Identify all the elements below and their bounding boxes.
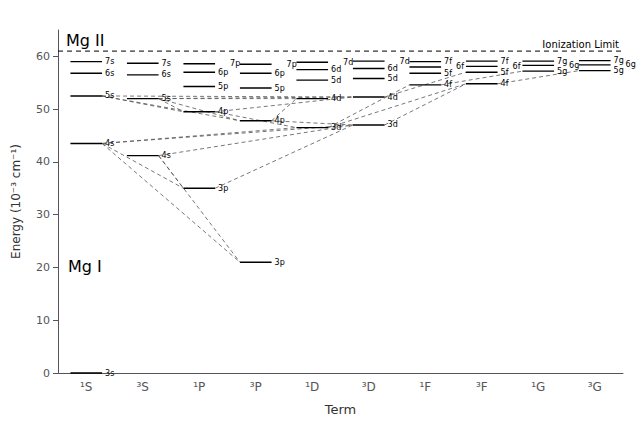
svg-text:Ionization Limit: Ionization Limit	[542, 39, 619, 50]
svg-text:5p: 5p	[218, 82, 228, 91]
svg-text:30: 30	[36, 208, 50, 221]
svg-text:6d: 6d	[331, 65, 341, 74]
svg-text:6f: 6f	[513, 62, 521, 71]
svg-text:6f: 6f	[456, 62, 464, 71]
svg-text:Mg II: Mg II	[66, 31, 104, 50]
svg-text:6g: 6g	[626, 60, 636, 69]
svg-text:5g: 5g	[557, 67, 567, 76]
svg-text:6p: 6p	[218, 68, 228, 77]
svg-text:³P: ³P	[250, 380, 262, 394]
svg-text:¹F: ¹F	[419, 380, 431, 394]
svg-text:5p: 5p	[275, 84, 285, 93]
svg-text:0: 0	[43, 367, 50, 380]
svg-text:6s: 6s	[105, 69, 114, 78]
svg-text:3p: 3p	[275, 258, 285, 267]
svg-text:5d: 5d	[331, 76, 341, 85]
svg-text:7g: 7g	[557, 57, 567, 66]
svg-text:3d: 3d	[331, 123, 341, 132]
svg-text:60: 60	[36, 50, 50, 63]
svg-text:5s: 5s	[162, 94, 171, 103]
svg-text:3p: 3p	[218, 184, 228, 193]
svg-text:7s: 7s	[162, 59, 171, 68]
svg-text:5g: 5g	[614, 66, 624, 75]
svg-text:7f: 7f	[501, 57, 509, 66]
svg-text:¹D: ¹D	[305, 380, 319, 394]
svg-text:6s: 6s	[162, 70, 171, 79]
svg-text:4d: 4d	[331, 94, 341, 103]
svg-text:5f: 5f	[501, 68, 509, 77]
svg-text:³S: ³S	[137, 380, 149, 394]
svg-text:4p: 4p	[218, 107, 228, 116]
svg-text:5s: 5s	[105, 91, 114, 100]
svg-text:50: 50	[36, 103, 50, 116]
svg-text:7d: 7d	[400, 57, 410, 66]
svg-text:4f: 4f	[501, 79, 509, 88]
svg-text:6d: 6d	[388, 64, 398, 73]
svg-text:4p: 4p	[275, 116, 285, 125]
svg-text:6g: 6g	[569, 61, 579, 70]
svg-text:3s: 3s	[105, 369, 114, 378]
svg-text:4f: 4f	[444, 80, 452, 89]
svg-text:Term: Term	[324, 402, 357, 417]
svg-text:³G: ³G	[588, 380, 602, 394]
svg-text:¹S: ¹S	[80, 380, 92, 394]
svg-text:4s: 4s	[162, 151, 171, 160]
svg-text:Mg I: Mg I	[68, 257, 102, 276]
svg-text:7p: 7p	[287, 60, 297, 69]
svg-text:3d: 3d	[388, 120, 398, 129]
svg-text:³D: ³D	[362, 380, 376, 394]
svg-text:5d: 5d	[388, 74, 398, 83]
svg-text:7d: 7d	[343, 58, 353, 67]
svg-text:¹P: ¹P	[193, 380, 205, 394]
svg-text:20: 20	[36, 261, 50, 274]
svg-text:7p: 7p	[230, 59, 240, 68]
svg-text:10: 10	[36, 314, 50, 327]
svg-text:6p: 6p	[275, 69, 285, 78]
svg-text:7f: 7f	[444, 57, 452, 66]
svg-text:7g: 7g	[614, 56, 624, 65]
svg-text:4s: 4s	[105, 139, 114, 148]
svg-text:7s: 7s	[105, 57, 114, 66]
svg-text:5f: 5f	[444, 69, 452, 78]
svg-text:³F: ³F	[476, 380, 488, 394]
svg-text:Energy (10⁻³ cm⁻¹): Energy (10⁻³ cm⁻¹)	[9, 144, 23, 259]
svg-text:40: 40	[36, 155, 50, 168]
svg-text:¹G: ¹G	[531, 380, 545, 394]
svg-text:4d: 4d	[388, 93, 398, 102]
